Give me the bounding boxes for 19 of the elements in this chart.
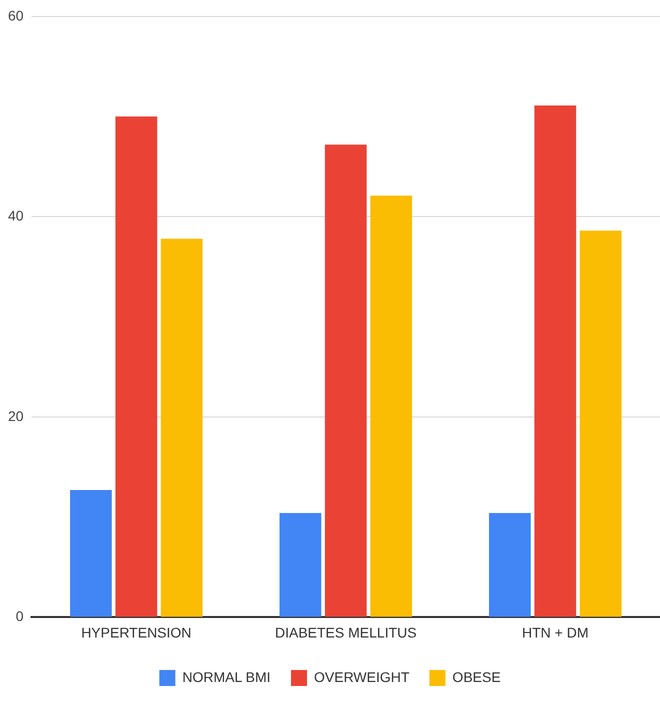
bar: [370, 196, 412, 617]
legend-label: OVERWEIGHT: [314, 668, 410, 685]
x-tick-label: DIABETES MELLITUS: [274, 624, 417, 640]
y-tick-label: 40: [8, 208, 24, 224]
x-tick-label: HTN + DM: [522, 624, 589, 640]
bar: [580, 230, 622, 617]
legend-label: NORMAL BMI: [182, 668, 270, 685]
x-tick-label: HYPERTENSION: [81, 624, 192, 640]
bar: [280, 513, 322, 617]
y-tick-label: 60: [8, 7, 24, 24]
bar: [70, 490, 112, 617]
bar: [489, 513, 531, 617]
y-tick-label: 20: [8, 408, 24, 424]
bar: [115, 116, 158, 617]
legend-label: OBESE: [452, 668, 501, 685]
y-tick-label: 0: [16, 608, 24, 624]
bar: [534, 106, 576, 617]
bar: [324, 144, 367, 617]
bar: [160, 238, 203, 617]
